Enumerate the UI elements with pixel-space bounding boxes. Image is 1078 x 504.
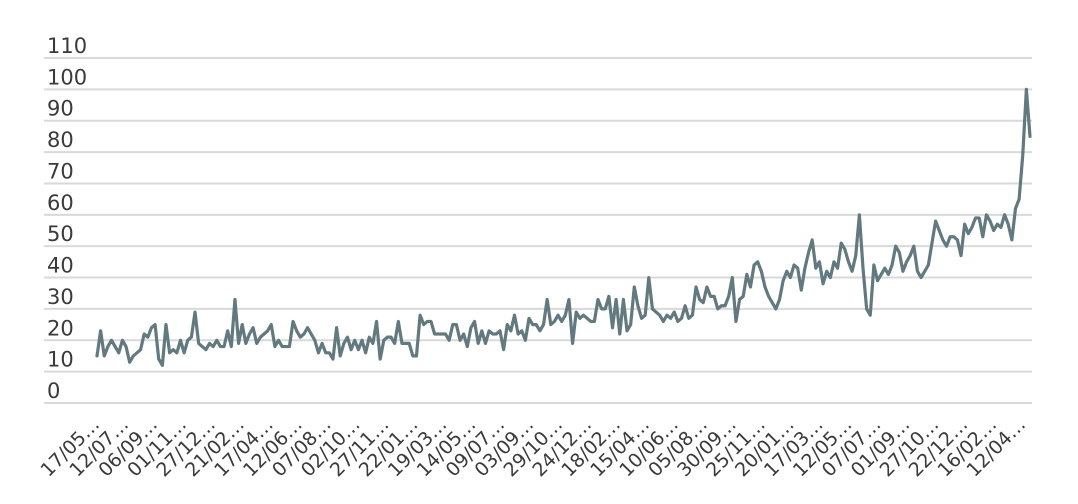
series-line — [95, 87, 1032, 367]
y-tick-label: 10 — [47, 348, 74, 372]
y-axis-ticks: 0 10 20 30 40 50 60 70 80 90 100 110 — [47, 34, 87, 403]
y-tick-label: 20 — [47, 316, 74, 340]
y-tick-label: 40 — [47, 254, 74, 278]
y-tick-label: 60 — [47, 191, 74, 215]
y-tick-label: 90 — [47, 97, 74, 121]
x-axis-ticks: 17/05…12/07…06/09…01/11…27/12…21/02…17/0… — [36, 414, 1030, 482]
y-tick-label: 100 — [47, 65, 87, 89]
y-tick-label: 70 — [47, 159, 74, 183]
y-tick-label: 50 — [47, 222, 74, 246]
y-tick-label: 30 — [47, 285, 74, 309]
y-tick-label: 110 — [47, 34, 87, 58]
gridlines — [44, 57, 1032, 404]
y-tick-label: 80 — [47, 128, 74, 152]
y-tick-label: 0 — [47, 379, 60, 403]
